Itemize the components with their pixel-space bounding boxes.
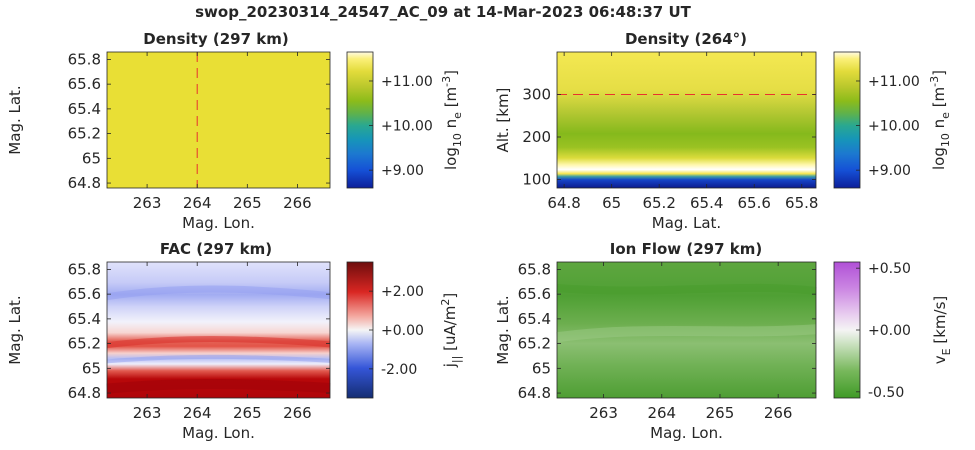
axes-frame bbox=[556, 51, 817, 189]
colorbar-tick-label: +10.00 bbox=[381, 119, 433, 135]
colorbar-label: log10 ne [m-3] bbox=[928, 70, 952, 170]
y-axis-label: Mag. Lat. bbox=[494, 295, 512, 364]
x-tick-label: 263 bbox=[133, 404, 162, 422]
chart-panel-4: 263 264 265 266 64.8 65 65.2 65.4 65.6 65.8 Ion Fl… bbox=[494, 240, 953, 442]
heatmap-field bbox=[557, 262, 816, 398]
y-tick-label: 65.4 bbox=[68, 310, 101, 328]
colorbar-frame bbox=[833, 51, 861, 189]
y-tick-label: 300 bbox=[522, 86, 551, 104]
panel-title: FAC (297 km) bbox=[160, 240, 272, 258]
colorbar-tick-label: +10.00 bbox=[868, 119, 920, 135]
field-band bbox=[106, 379, 331, 394]
x-tick-label: 265 bbox=[233, 404, 262, 422]
y-tick-label: 65.4 bbox=[68, 100, 101, 118]
y-tick-label: 64.8 bbox=[68, 384, 101, 402]
field-band bbox=[106, 354, 331, 364]
x-tick-label: 264 bbox=[183, 194, 212, 212]
colorbar-gradient bbox=[347, 262, 373, 398]
y-tick-label: 65.6 bbox=[68, 75, 101, 93]
y-tick-label: 200 bbox=[522, 128, 551, 146]
y-tick-label: 64.8 bbox=[518, 384, 551, 402]
y-axis-label: Alt. [km] bbox=[494, 88, 512, 153]
x-tick-label: 65 bbox=[602, 194, 621, 212]
colorbar-label: j|| [uA/m2] bbox=[439, 293, 463, 369]
x-tick-label: 265 bbox=[233, 194, 262, 212]
colorbar-label: vE [km/s] bbox=[931, 296, 953, 364]
colorbar: -0.50 +0.00 +0.50 vE [km/s] bbox=[833, 261, 953, 401]
y-tick-label: 65.4 bbox=[518, 310, 551, 328]
chart-panel-1: 263 264 265 266 64.8 65 65.2 65.4 65.6 65.8 Densit… bbox=[6, 30, 464, 232]
colorbar-tick-label: -0.50 bbox=[868, 385, 904, 401]
colorbar-gradient bbox=[347, 52, 373, 188]
x-tick-label: 263 bbox=[133, 194, 162, 212]
colorbar: -2.00 +0.00 +2.00 j|| [uA/m2] bbox=[346, 261, 463, 399]
y-tick-label: 65.8 bbox=[68, 50, 101, 68]
x-tick-label: 266 bbox=[764, 404, 793, 422]
colorbar-tick-label: +11.00 bbox=[868, 74, 920, 90]
colorbar-tick-label: +0.00 bbox=[381, 323, 424, 339]
y-tick-label: 100 bbox=[522, 171, 551, 189]
field-band bbox=[556, 324, 817, 343]
y-tick-label: 65.8 bbox=[518, 260, 551, 278]
field-band bbox=[106, 336, 331, 349]
figure-title: swop_20230314_24547_AC_09 at 14-Mar-2023… bbox=[195, 3, 692, 21]
colorbar: +9.00 +10.00 +11.00 log10 ne [m-3] bbox=[346, 51, 464, 189]
x-tick-label: 65.4 bbox=[690, 194, 723, 212]
x-tick-label: 266 bbox=[283, 404, 312, 422]
heatmap-field bbox=[107, 262, 330, 398]
colorbar-label: log10 ne [m-3] bbox=[440, 70, 464, 170]
colorbar-gradient bbox=[834, 52, 860, 188]
heatmap-field bbox=[557, 52, 816, 188]
x-tick-label: 264 bbox=[647, 404, 676, 422]
x-tick-label: 263 bbox=[589, 404, 618, 422]
field-band bbox=[106, 285, 331, 301]
colorbar-frame bbox=[346, 51, 374, 189]
x-axis-label: Mag. Lon. bbox=[650, 424, 723, 442]
y-tick-label: 65 bbox=[82, 149, 101, 167]
y-tick-label: 65.2 bbox=[518, 335, 551, 353]
panel-title: Density (297 km) bbox=[143, 30, 288, 48]
x-tick-label: 64.8 bbox=[547, 194, 580, 212]
chart-panel-3: 263 264 265 266 64.8 65 65.2 65.4 65.6 65.8 FAC (2… bbox=[6, 240, 463, 442]
y-axis-label: Mag. Lat. bbox=[6, 85, 24, 154]
y-axis-label: Mag. Lat. bbox=[6, 295, 24, 364]
y-tick-label: 65.6 bbox=[68, 285, 101, 303]
colorbar-tick-label: +2.00 bbox=[381, 284, 424, 300]
x-tick-label: 264 bbox=[183, 404, 212, 422]
colorbar-tick-label: +0.00 bbox=[868, 323, 911, 339]
field-band bbox=[556, 283, 817, 295]
colorbar-gradient bbox=[834, 262, 860, 398]
colorbar-tick-label: +11.00 bbox=[381, 74, 433, 90]
axes-frame bbox=[556, 261, 817, 399]
y-tick-label: 65.6 bbox=[518, 285, 551, 303]
y-tick-label: 65 bbox=[82, 359, 101, 377]
x-tick-label: 65.8 bbox=[785, 194, 818, 212]
panel-title: Density (264°) bbox=[625, 30, 747, 48]
heatmap-field bbox=[107, 52, 330, 188]
panel-title: Ion Flow (297 km) bbox=[610, 240, 762, 258]
y-tick-label: 65.8 bbox=[68, 260, 101, 278]
colorbar-tick-label: +0.50 bbox=[868, 261, 911, 277]
x-axis-label: Mag. Lat. bbox=[652, 214, 721, 232]
x-tick-label: 266 bbox=[283, 194, 312, 212]
chart-panel-2: 64.8 65 65.2 65.4 65.6 65.8 100 200 300 Density (… bbox=[494, 30, 952, 232]
x-axis-label: Mag. Lon. bbox=[182, 424, 255, 442]
colorbar-tick-label: +9.00 bbox=[868, 163, 911, 179]
x-tick-label: 265 bbox=[706, 404, 735, 422]
colorbar: +9.00 +10.00 +11.00 log10 ne [m-3] bbox=[833, 51, 952, 189]
x-tick-label: 65.2 bbox=[642, 194, 675, 212]
x-axis-label: Mag. Lon. bbox=[182, 214, 255, 232]
axes-frame bbox=[106, 51, 331, 189]
y-tick-label: 65.2 bbox=[68, 335, 101, 353]
axes-frame bbox=[106, 261, 331, 399]
y-tick-label: 65.2 bbox=[68, 125, 101, 143]
x-tick-label: 65.6 bbox=[738, 194, 771, 212]
y-tick-label: 65 bbox=[532, 359, 551, 377]
colorbar-tick-label: +9.00 bbox=[381, 163, 424, 179]
colorbar-tick-label: -2.00 bbox=[381, 362, 417, 378]
y-tick-label: 64.8 bbox=[68, 174, 101, 192]
